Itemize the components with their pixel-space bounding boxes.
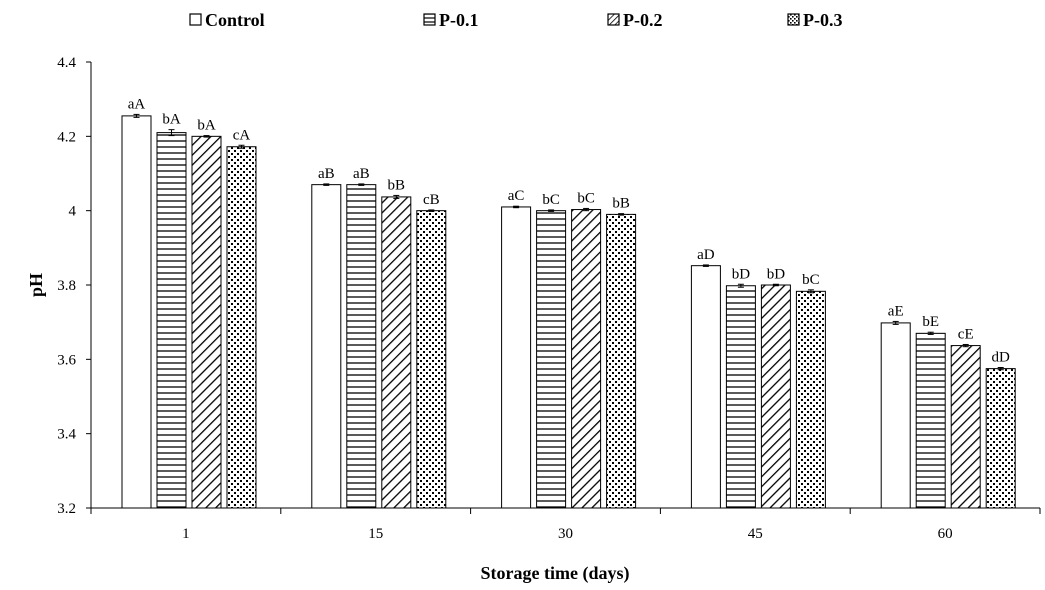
bar [346, 184, 377, 509]
legend-swatch [787, 13, 800, 26]
legend-swatch [423, 13, 436, 26]
bar [725, 285, 756, 509]
bar [606, 213, 637, 509]
data-label: bD [732, 266, 751, 282]
data-label: cE [958, 326, 974, 342]
y-tick-label: 4.4 [57, 55, 76, 71]
data-label: bC [577, 190, 595, 206]
x-tick-label: 1 [182, 526, 190, 542]
legend-label: P-0.3 [803, 10, 843, 30]
legend-label: Control [205, 10, 265, 30]
x-tick-label: 15 [368, 526, 383, 542]
y-tick-label: 3.8 [57, 278, 76, 294]
bar [985, 368, 1016, 509]
bar [950, 345, 981, 509]
data-label: cB [423, 192, 440, 208]
bar [536, 210, 567, 509]
bar [191, 135, 222, 509]
bar [501, 206, 532, 509]
bar [226, 146, 257, 509]
data-label: cA [233, 127, 251, 143]
x-tick-label: 45 [748, 526, 763, 542]
bar [381, 196, 412, 509]
bar [311, 184, 342, 509]
data-label: bA [197, 118, 216, 134]
bar [690, 265, 721, 509]
y-tick-label: 4.2 [57, 129, 76, 145]
data-label: aA [128, 96, 146, 112]
y-axis-title: pH [26, 273, 46, 297]
x-tick-label: 30 [558, 526, 573, 542]
x-axis-title: Storage time (days) [481, 563, 630, 584]
legend-swatch [189, 13, 202, 26]
data-label: bB [612, 196, 630, 212]
data-label: bC [542, 192, 560, 208]
y-tick-label: 3.6 [57, 352, 76, 368]
data-label: aD [697, 247, 715, 263]
legend-swatch [607, 13, 620, 26]
y-tick-label: 3.4 [57, 427, 76, 443]
bar [121, 115, 152, 509]
data-label: bE [922, 314, 939, 330]
bar [571, 209, 602, 509]
bar [915, 332, 946, 509]
data-label: dD [992, 350, 1011, 366]
bar [880, 322, 911, 509]
data-label: bD [767, 266, 786, 282]
bar [760, 284, 791, 509]
y-tick-label: 3.2 [57, 501, 76, 517]
data-label: bA [162, 112, 181, 128]
bars: aA aB aC aD aE bA aB bC bD bE bA bB bC bD cE cA cB bB bC dD [121, 96, 1016, 509]
data-label: aB [353, 166, 370, 182]
bar [795, 290, 826, 509]
legend-label: P-0.1 [439, 10, 479, 30]
bar [156, 132, 187, 509]
bar [416, 210, 447, 509]
data-label: aB [318, 166, 335, 182]
data-label: bB [388, 177, 406, 193]
y-tick-label: 4 [69, 204, 77, 220]
data-label: aE [888, 303, 904, 319]
legend-label: P-0.2 [623, 10, 663, 30]
x-tick-label: 60 [938, 526, 953, 542]
data-label: aC [508, 188, 525, 204]
y-axis: 3.2 3.4 3.6 3.8 4 4.2 4.4 [57, 55, 92, 517]
legend: Control P-0.1 P-0.2 P-0.3 [189, 10, 843, 30]
data-label: bC [802, 272, 820, 288]
x-axis: 1 15 30 45 60 [90, 507, 1041, 542]
